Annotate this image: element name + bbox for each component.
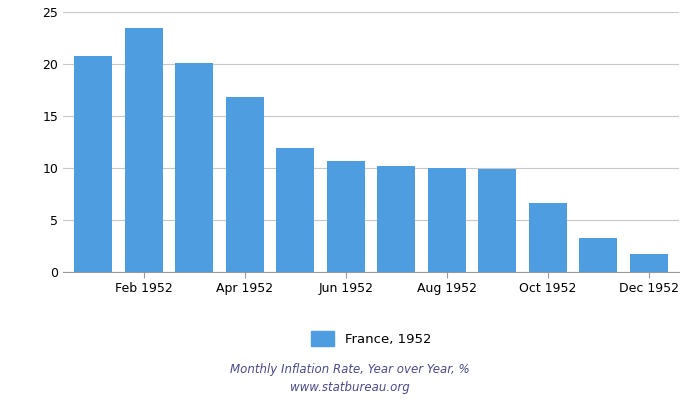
- Bar: [276, 148, 314, 272]
- Bar: [478, 169, 516, 272]
- Bar: [125, 28, 162, 272]
- Bar: [74, 56, 112, 272]
- Bar: [630, 254, 668, 272]
- Text: www.statbureau.org: www.statbureau.org: [290, 382, 410, 394]
- Legend: France, 1952: France, 1952: [305, 325, 437, 351]
- Bar: [377, 166, 415, 272]
- Text: Monthly Inflation Rate, Year over Year, %: Monthly Inflation Rate, Year over Year, …: [230, 364, 470, 376]
- Bar: [327, 161, 365, 272]
- Bar: [175, 63, 214, 272]
- Bar: [428, 168, 466, 272]
- Bar: [528, 203, 567, 272]
- Bar: [580, 238, 617, 272]
- Bar: [226, 97, 264, 272]
